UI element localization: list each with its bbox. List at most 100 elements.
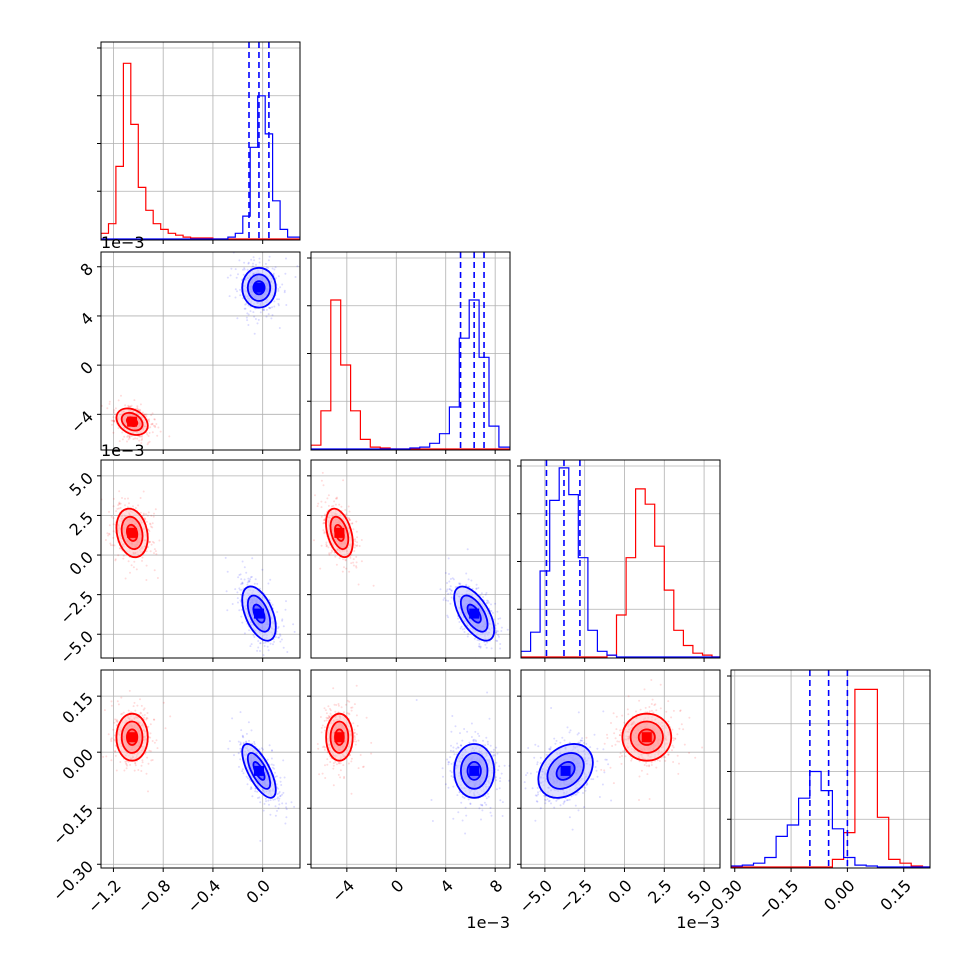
scatter-point (346, 699, 349, 702)
scatter-point (141, 556, 144, 559)
scatter-point (353, 734, 356, 737)
scatter-point (446, 582, 448, 584)
scatter-point (501, 801, 504, 804)
scatter-point (257, 640, 260, 642)
scatter-point (319, 716, 322, 718)
scatter-point (159, 430, 162, 433)
scatter-point (439, 588, 442, 591)
scatter-point (333, 500, 336, 503)
scatter-point (372, 584, 375, 587)
scatter-point (226, 609, 229, 612)
scatter-point (234, 588, 237, 591)
scatter-point (243, 261, 246, 264)
scatter-point (148, 530, 151, 533)
scatter-point (117, 427, 120, 430)
scatter-point (490, 750, 493, 753)
scatter-point (246, 319, 249, 322)
scatter-point (151, 522, 154, 525)
scatter-point (132, 505, 134, 508)
scatter-point (122, 557, 125, 560)
scatter-point (118, 547, 121, 550)
scatter-point (242, 268, 244, 271)
scatter-point (142, 512, 145, 515)
scatter-point (447, 763, 450, 766)
scatter-point (497, 617, 500, 620)
scatter-point (113, 420, 116, 423)
scatter-point (458, 583, 461, 586)
scatter-point (351, 522, 354, 525)
scatter-point (134, 507, 137, 509)
scatter-point (128, 437, 131, 440)
scatter-point (446, 588, 449, 591)
scatter-point (355, 561, 358, 564)
scatter-point (120, 696, 123, 699)
scatter-point (164, 727, 167, 730)
scatter-point (112, 517, 115, 520)
scatter-point (476, 662, 478, 664)
scatter-point (241, 768, 244, 771)
scatter-point (123, 769, 126, 772)
scatter-point (145, 550, 148, 553)
scatter-point (113, 738, 116, 741)
scatter-point (338, 503, 341, 506)
scatter-point (351, 706, 354, 709)
scatter-point (356, 536, 359, 539)
scatter-point (141, 759, 144, 762)
scatter-point (150, 543, 153, 546)
histogram-red (521, 488, 720, 658)
scatter-point (124, 577, 127, 580)
scatter-point (357, 767, 360, 770)
scatter-point (511, 656, 513, 658)
scatter-point (475, 587, 478, 590)
scatter-point (265, 308, 268, 311)
scatter-point (259, 650, 261, 652)
scatter-point (117, 554, 120, 557)
scatter-point (142, 490, 145, 493)
scatter-point (106, 532, 109, 535)
scatter-point (497, 634, 500, 637)
density-peak-blue (254, 765, 264, 776)
scatter-point (279, 634, 282, 637)
scatter-point (454, 586, 457, 589)
scatter-point (448, 580, 451, 583)
scatter-point (137, 769, 140, 771)
scatter-point (239, 750, 242, 752)
scatter-point (133, 399, 136, 402)
scatter-point (484, 794, 487, 797)
scatter-point (147, 762, 150, 765)
scatter-point (148, 431, 151, 434)
scatter-point (472, 739, 475, 742)
scatter-point (353, 703, 356, 706)
scatter-point (330, 551, 332, 554)
scatter-point (108, 400, 111, 403)
scatter-point (251, 557, 254, 560)
scatter-point (150, 759, 153, 762)
scatter-point (278, 245, 280, 247)
scatter-point (145, 772, 148, 775)
scatter-point (113, 420, 116, 423)
scatter-point (486, 599, 489, 602)
scatter-point (269, 799, 272, 802)
scatter-point (115, 718, 118, 721)
scatter-point (344, 508, 347, 511)
histogram-blue (101, 95, 300, 240)
scatter-point (495, 631, 498, 634)
scatter-point (118, 501, 121, 504)
scatter-point (450, 589, 453, 592)
scatter-point (256, 582, 259, 585)
scatter-point (126, 440, 128, 443)
scatter-point (245, 302, 248, 305)
scatter-point (317, 502, 320, 505)
scatter-point (352, 558, 355, 561)
scatter-point (110, 738, 112, 741)
panel-3-0 (97, 669, 301, 872)
scatter-point (145, 718, 148, 721)
scatter-point (129, 763, 132, 766)
scatter-point (151, 740, 154, 742)
scatter-point (152, 515, 155, 518)
histogram-red (311, 299, 510, 450)
scatter-point (110, 704, 113, 707)
scatter-point (272, 798, 275, 801)
scatter-point (253, 259, 256, 262)
scatter-point (145, 717, 148, 719)
